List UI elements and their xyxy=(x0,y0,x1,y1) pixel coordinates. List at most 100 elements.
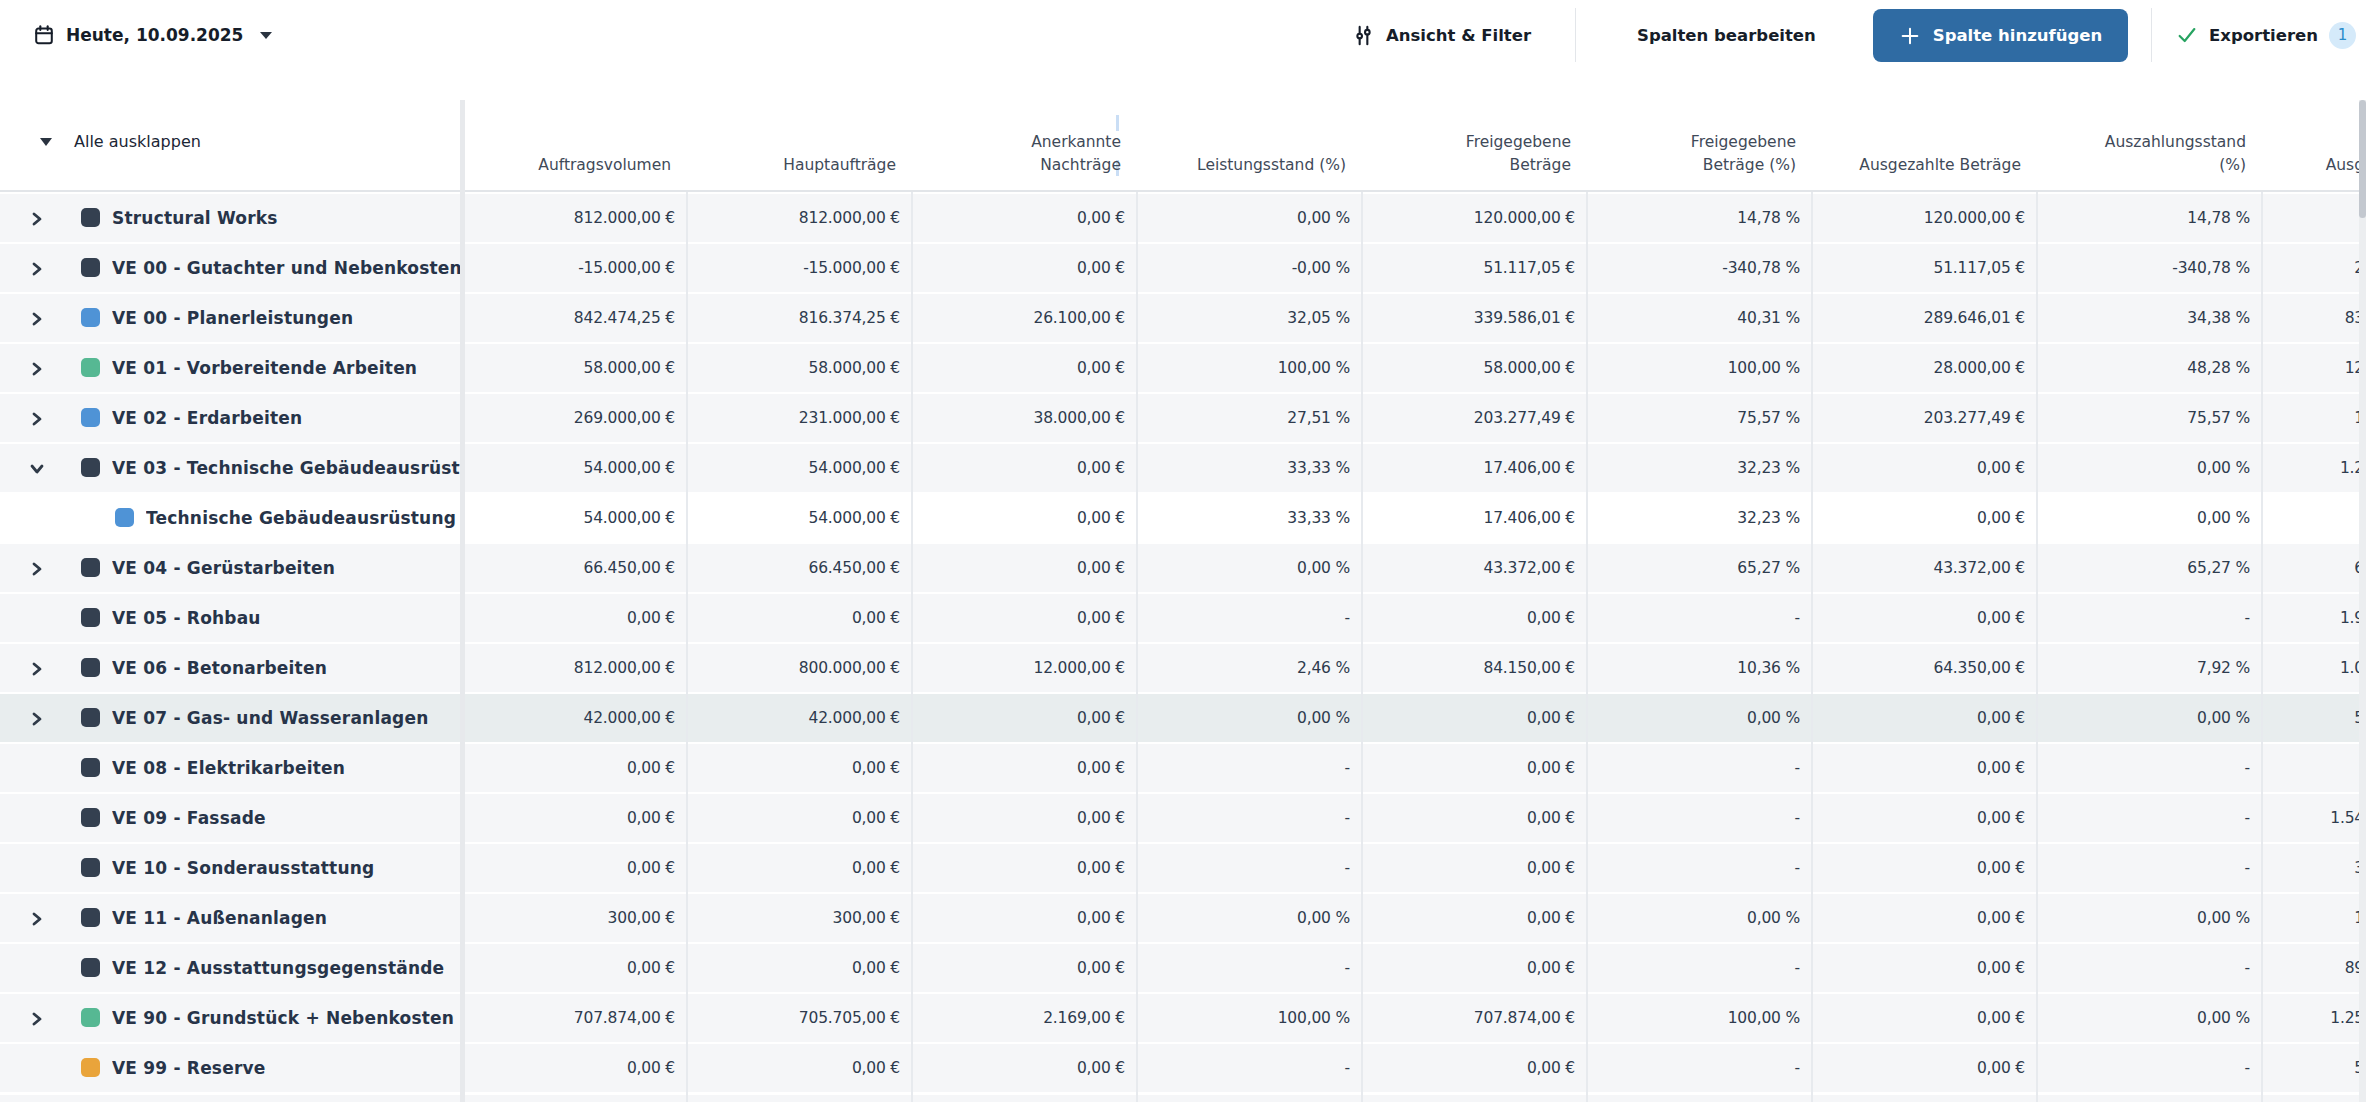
data-cell[interactable]: 0,00 % xyxy=(1137,194,1362,242)
data-cell[interactable]: - xyxy=(1587,844,1812,892)
data-cell[interactable]: 0,00 € xyxy=(1362,944,1587,992)
data-cell[interactable]: 0,00 € xyxy=(912,244,1137,292)
data-cell[interactable]: 28.000,00 € xyxy=(1812,344,2037,392)
data-cell[interactable]: - xyxy=(1587,744,1812,792)
data-cell[interactable]: 707.874,00 € xyxy=(1362,994,1587,1042)
data-cell[interactable]: 0,00 € xyxy=(912,744,1137,792)
data-cell[interactable]: 0,00 € xyxy=(1362,894,1587,942)
data-cell[interactable]: - xyxy=(1137,594,1362,642)
data-cell[interactable]: 65,27 % xyxy=(1587,544,1812,592)
chevron-right-icon[interactable] xyxy=(28,360,45,377)
data-cell[interactable]: 54.000,00 € xyxy=(462,444,687,492)
chevron-right-icon[interactable] xyxy=(28,260,45,277)
data-cell[interactable]: 0,00 € xyxy=(462,944,687,992)
tree-cell[interactable]: VE 06 - Betonarbeiten xyxy=(0,644,460,692)
expand-all-button[interactable]: Alle ausklappen xyxy=(40,132,201,151)
data-cell[interactable]: 300,00 € xyxy=(462,894,687,942)
data-cell[interactable]: 6 xyxy=(2262,544,2364,592)
data-cell[interactable]: 5 xyxy=(2262,1044,2364,1092)
tree-cell[interactable]: VE 03 - Technische Gebäudeausrüstung xyxy=(0,444,460,492)
data-cell[interactable]: 83 xyxy=(2262,294,2364,342)
data-cell[interactable]: 812.000,00 € xyxy=(462,644,687,692)
data-cell[interactable]: 0,00 € xyxy=(1812,694,2037,742)
data-cell[interactable]: 203.277,49 € xyxy=(1812,394,2037,442)
data-cell[interactable]: 42.000,00 € xyxy=(462,694,687,742)
chevron-right-icon[interactable] xyxy=(28,560,45,577)
data-cell[interactable]: 32,23 % xyxy=(1587,444,1812,492)
data-cell[interactable]: -340,78 % xyxy=(2037,244,2262,292)
chevron-right-icon[interactable] xyxy=(28,660,45,677)
data-cell[interactable]: 65,27 % xyxy=(2037,544,2262,592)
column-header-leistungsstand-pct[interactable]: Leistungsstand (%) xyxy=(1137,98,1362,190)
tree-cell[interactable]: VE 07 - Gas- und Wasseranlagen xyxy=(0,694,460,742)
column-header-freigegebene-betraege[interactable]: FreigegebeneBeträge xyxy=(1362,98,1587,190)
data-cell[interactable]: 54.000,00 € xyxy=(687,444,912,492)
tree-cell[interactable]: VE 00 - Planerleistungen xyxy=(0,294,460,342)
vertical-scrollbar-thumb[interactable] xyxy=(2359,100,2366,218)
data-cell[interactable]: 0,00 € xyxy=(1812,594,2037,642)
data-cell[interactable]: 100,00 % xyxy=(1137,344,1362,392)
data-cell[interactable]: 0,00 % xyxy=(1587,694,1812,742)
tree-cell[interactable]: VE 00 - Gutachter und Nebenkosten xyxy=(0,244,460,292)
data-cell[interactable]: 12.000,00 € xyxy=(912,644,1137,692)
data-cell[interactable]: 0,00 € xyxy=(462,594,687,642)
data-cell[interactable]: 54.000,00 € xyxy=(687,494,912,542)
data-cell[interactable] xyxy=(2262,494,2364,542)
data-cell[interactable]: 0,00 € xyxy=(687,794,912,842)
data-cell[interactable]: 0,00 % xyxy=(1137,894,1362,942)
data-cell[interactable]: 0,00 % xyxy=(1587,894,1812,942)
data-cell[interactable]: 42.000,00 € xyxy=(687,694,912,742)
data-cell[interactable]: 0,00 € xyxy=(1812,1044,2037,1092)
tree-cell[interactable]: Technische Gebäudeausrüstung xyxy=(0,494,460,542)
data-cell[interactable]: 0,00 € xyxy=(462,844,687,892)
data-cell[interactable]: 0,00 € xyxy=(462,744,687,792)
data-cell[interactable]: 1.9 xyxy=(2262,594,2364,642)
date-picker[interactable]: Heute, 10.09.2025 xyxy=(33,14,272,56)
data-cell[interactable]: 812.000,00 € xyxy=(462,194,687,242)
data-cell[interactable]: 43.372,00 € xyxy=(1362,544,1587,592)
data-cell[interactable]: 0,00 € xyxy=(1812,794,2037,842)
data-cell[interactable]: - xyxy=(2037,944,2262,992)
column-header-freigegebene-betraege-pct[interactable]: FreigegebeneBeträge (%) xyxy=(1587,98,1812,190)
data-cell[interactable]: 84.150,00 € xyxy=(1362,644,1587,692)
data-cell[interactable]: - xyxy=(1137,1044,1362,1092)
add-column-button[interactable]: Spalte hinzufügen xyxy=(1873,9,2128,62)
data-cell[interactable]: 1.25 xyxy=(2262,994,2364,1042)
data-cell[interactable]: - xyxy=(1587,1044,1812,1092)
data-cell[interactable]: 2,46 % xyxy=(1137,644,1362,692)
data-cell[interactable]: 0,00 € xyxy=(462,1044,687,1092)
edit-columns-button[interactable]: Spalten bearbeiten xyxy=(1637,14,1816,56)
chevron-right-icon[interactable] xyxy=(28,1010,45,1027)
data-cell[interactable]: 0,00 % xyxy=(2037,894,2262,942)
data-cell[interactable]: 12 xyxy=(2262,344,2364,392)
data-cell[interactable]: -0,00 % xyxy=(1137,244,1362,292)
data-cell[interactable]: 0,00 € xyxy=(912,1044,1137,1092)
tree-cell[interactable]: VE 09 - Fassade xyxy=(0,794,460,842)
data-cell[interactable]: 48,28 % xyxy=(2037,344,2262,392)
data-cell[interactable]: 10,36 % xyxy=(1587,644,1812,692)
data-cell[interactable]: 89 xyxy=(2262,944,2364,992)
data-cell[interactable]: 705.705,00 € xyxy=(687,994,912,1042)
data-cell[interactable]: 0,00 € xyxy=(687,844,912,892)
data-cell[interactable]: 27,51 % xyxy=(1137,394,1362,442)
tree-cell[interactable]: Structural Works xyxy=(0,194,460,242)
data-cell[interactable]: 120.000,00 € xyxy=(1812,194,2037,242)
data-cell[interactable]: 0,00 € xyxy=(1362,744,1587,792)
data-cell[interactable]: 7,92 % xyxy=(2037,644,2262,692)
data-cell[interactable]: -340,78 % xyxy=(1587,244,1812,292)
data-cell[interactable]: 0,00 € xyxy=(1812,444,2037,492)
data-cell[interactable]: 75,57 % xyxy=(2037,394,2262,442)
data-cell[interactable]: 816.374,25 € xyxy=(687,294,912,342)
chevron-right-icon[interactable] xyxy=(28,410,45,427)
tree-cell[interactable]: VE 01 - Vorbereitende Arbeiten xyxy=(0,344,460,392)
data-cell[interactable]: - xyxy=(2037,844,2262,892)
vertical-scrollbar[interactable] xyxy=(2359,100,2366,1102)
data-cell[interactable]: 38.000,00 € xyxy=(912,394,1137,442)
data-cell[interactable]: 0,00 € xyxy=(912,844,1137,892)
data-cell[interactable]: 0,00 € xyxy=(687,1044,912,1092)
data-cell[interactable] xyxy=(2262,744,2364,792)
column-header-auszahlungsstand-pct[interactable]: Auszahlungsstand(%) xyxy=(2037,98,2262,190)
data-cell[interactable]: 2.169,00 € xyxy=(912,994,1137,1042)
data-cell[interactable]: 0,00 € xyxy=(1812,744,2037,792)
data-cell[interactable]: 0,00 € xyxy=(1812,894,2037,942)
